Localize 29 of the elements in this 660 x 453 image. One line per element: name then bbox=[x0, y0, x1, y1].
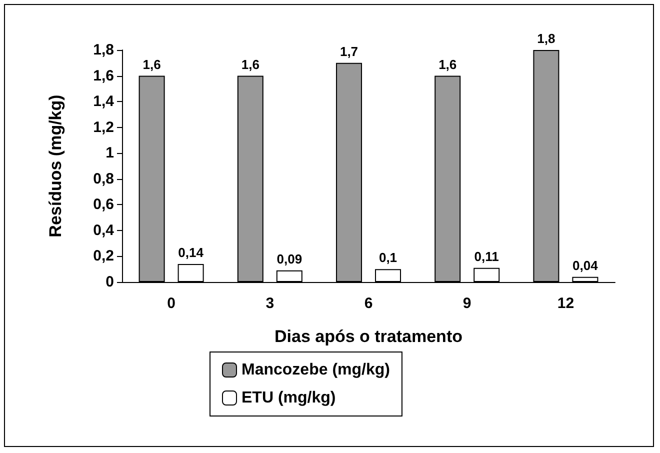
y-tick-label: 0,2 bbox=[93, 248, 114, 265]
data-label: 1,8 bbox=[537, 31, 556, 46]
x-tick-label: 3 bbox=[266, 295, 274, 312]
data-label: 0,11 bbox=[474, 248, 499, 264]
y-tick-label: 1 bbox=[106, 144, 114, 162]
y-tick-label: 1,2 bbox=[93, 118, 114, 136]
y-tick-label: 1,4 bbox=[93, 93, 115, 110]
x-tick-label: 6 bbox=[364, 295, 373, 312]
x-tick-label: 9 bbox=[462, 295, 472, 312]
y-axis-title: Resíduos (mg/kg) bbox=[46, 94, 65, 238]
legend-label: Mancozebe (mg/kg) bbox=[242, 362, 390, 378]
data-label: 0,04 bbox=[572, 258, 599, 273]
data-label: 1,6 bbox=[438, 56, 457, 72]
y-tick-label: 0,8 bbox=[93, 170, 114, 188]
data-label: 1,7 bbox=[340, 44, 358, 59]
y-tick-label: 0 bbox=[106, 274, 114, 290]
data-label: 0,09 bbox=[276, 251, 302, 266]
data-label: 1,6 bbox=[142, 56, 161, 72]
y-tick-label: 1,8 bbox=[93, 42, 114, 58]
x-axis-title: Dias após o tratamento bbox=[274, 327, 462, 346]
y-tick-label: 0,4 bbox=[93, 222, 115, 239]
x-tick-label: 12 bbox=[557, 295, 574, 312]
x-tick-label: 0 bbox=[167, 295, 176, 312]
data-label: 0,1 bbox=[378, 250, 398, 266]
legend-label: ETU (mg/kg) bbox=[242, 390, 336, 406]
y-tick-label: 0,6 bbox=[93, 196, 114, 214]
data-label: 1,6 bbox=[241, 56, 260, 72]
y-tick-label: 1,6 bbox=[93, 67, 114, 84]
data-label: 0,14 bbox=[178, 244, 204, 260]
